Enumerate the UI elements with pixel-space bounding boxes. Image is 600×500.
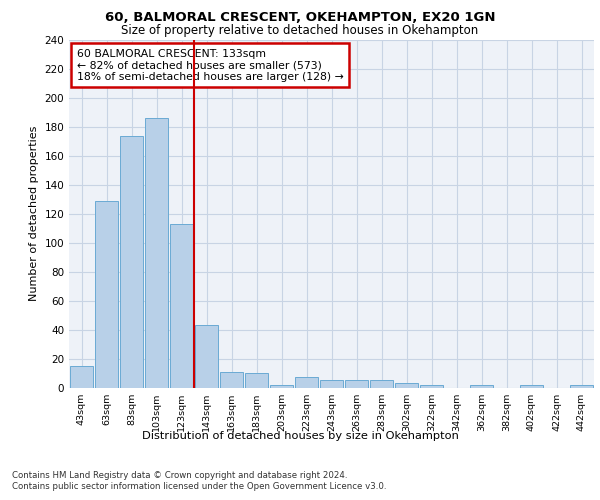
Bar [320, 380, 343, 388]
Bar [145, 118, 168, 388]
Bar [195, 325, 218, 388]
Bar [295, 378, 318, 388]
Bar [120, 136, 143, 388]
Bar [345, 380, 368, 388]
Bar [370, 380, 393, 388]
Text: Contains public sector information licensed under the Open Government Licence v3: Contains public sector information licen… [12, 482, 386, 491]
Bar [395, 383, 418, 388]
Text: Contains HM Land Registry data © Crown copyright and database right 2024.: Contains HM Land Registry data © Crown c… [12, 471, 347, 480]
Text: Distribution of detached houses by size in Okehampton: Distribution of detached houses by size … [142, 431, 458, 441]
Bar [470, 384, 493, 388]
Bar [95, 200, 118, 388]
Text: 60, BALMORAL CRESCENT, OKEHAMPTON, EX20 1GN: 60, BALMORAL CRESCENT, OKEHAMPTON, EX20 … [105, 11, 495, 24]
Text: Size of property relative to detached houses in Okehampton: Size of property relative to detached ho… [121, 24, 479, 37]
Bar [270, 384, 293, 388]
Bar [520, 384, 543, 388]
Bar [420, 384, 443, 388]
Text: 60 BALMORAL CRESCENT: 133sqm
← 82% of detached houses are smaller (573)
18% of s: 60 BALMORAL CRESCENT: 133sqm ← 82% of de… [77, 48, 344, 82]
Bar [170, 224, 193, 388]
Bar [570, 384, 593, 388]
Bar [245, 373, 268, 388]
Y-axis label: Number of detached properties: Number of detached properties [29, 126, 39, 302]
Bar [70, 366, 93, 388]
Bar [220, 372, 243, 388]
